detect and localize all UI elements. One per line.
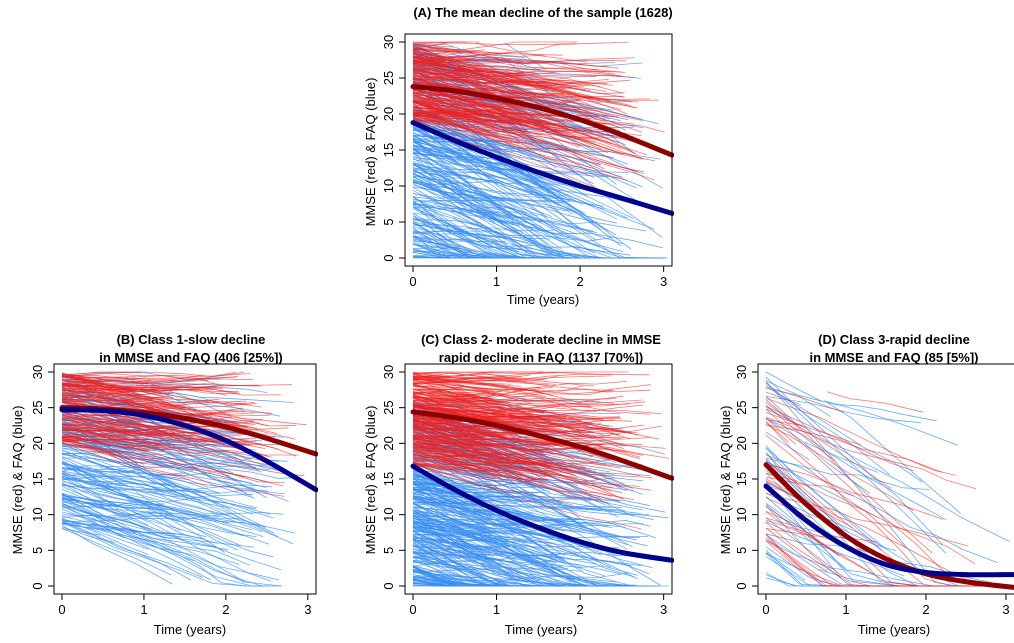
y-tick-label: 15 — [381, 143, 396, 157]
faq-trajectory-line — [62, 506, 282, 586]
panel-d-x-axis-label: Time (years) — [858, 622, 930, 637]
panel-a-title: (A) The mean decline of the sample (1628… — [413, 5, 672, 20]
y-tick-label: 25 — [734, 400, 749, 414]
y-tick-label: 15 — [381, 472, 396, 486]
y-tick-label: 15 — [734, 472, 749, 486]
x-tick-label: 0 — [409, 602, 416, 617]
y-tick-label: 0 — [30, 582, 45, 589]
x-tick-label: 2 — [576, 274, 583, 289]
y-tick-label: 20 — [381, 107, 396, 121]
y-tick-label: 30 — [30, 365, 45, 379]
y-tick-label: 5 — [734, 547, 749, 554]
y-tick-label: 25 — [381, 71, 396, 85]
panel-b-x-axis-label: Time (years) — [154, 622, 226, 637]
y-tick-label: 30 — [381, 35, 396, 49]
y-tick-label: 0 — [381, 254, 396, 261]
y-tick-label: 0 — [381, 582, 396, 589]
panel-d-trajectories — [766, 372, 1009, 586]
faq-trajectory-line — [766, 372, 822, 401]
y-tick-label: 10 — [734, 507, 749, 521]
panel-b-y-axis-label: MMSE (red) & FAQ (blue) — [10, 406, 25, 555]
panel-b-title-line-1: (B) Class 1-slow decline — [117, 332, 266, 347]
x-tick-label: 1 — [842, 602, 849, 617]
x-tick-label: 3 — [304, 602, 311, 617]
y-tick-label: 5 — [30, 547, 45, 554]
faq-trajectory-line — [766, 389, 937, 421]
panel-a-trajectories — [413, 42, 668, 258]
y-tick-label: 5 — [381, 218, 396, 225]
y-tick-label: 20 — [381, 436, 396, 450]
x-tick-label: 3 — [1002, 602, 1009, 617]
panel-b-title-line-2: in MMSE and FAQ (406 [25%]) — [99, 350, 282, 365]
faq-trajectory-line — [824, 401, 957, 445]
y-tick-label: 10 — [381, 179, 396, 193]
x-tick-label: 2 — [576, 602, 583, 617]
x-tick-label: 1 — [493, 602, 500, 617]
panel-b-trajectories — [62, 372, 307, 586]
panel-d-title-line-2: in MMSE and FAQ (85 [5%]) — [809, 350, 978, 365]
panel-c-title-line-1: (C) Class 2- moderate decline in MMSE — [421, 332, 661, 347]
mmse-trajectory-line — [766, 425, 942, 472]
x-tick-label: 2 — [922, 602, 929, 617]
x-tick-label: 0 — [762, 602, 769, 617]
y-tick-label: 15 — [30, 472, 45, 486]
y-tick-label: 25 — [30, 400, 45, 414]
panel-b: (B) Class 1-slow decline in MMSE and FAQ… — [10, 332, 316, 637]
panel-a: (A) The mean decline of the sample (1628… — [363, 5, 673, 307]
mmse-trajectory-line — [766, 398, 956, 475]
panel-d-y-axis-label: MMSE (red) & FAQ (blue) — [718, 406, 733, 555]
y-tick-label: 25 — [381, 400, 396, 414]
y-tick-label: 10 — [381, 507, 396, 521]
panel-c-y-axis-label: MMSE (red) & FAQ (blue) — [363, 406, 378, 555]
x-tick-label: 3 — [660, 274, 667, 289]
x-tick-label: 1 — [493, 274, 500, 289]
x-tick-label: 2 — [222, 602, 229, 617]
panel-c-x-axis-label: Time (years) — [505, 622, 577, 637]
panel-a-x-axis-label: Time (years) — [507, 292, 579, 307]
x-tick-label: 0 — [58, 602, 65, 617]
y-tick-label: 20 — [734, 436, 749, 450]
mmse-trajectory-line — [766, 412, 861, 445]
panel-c: (C) Class 2- moderate decline in MMSE ra… — [363, 332, 672, 637]
y-tick-label: 5 — [381, 547, 396, 554]
y-tick-label: 30 — [734, 365, 749, 379]
x-tick-label: 1 — [140, 602, 147, 617]
panel-c-title-line-2: rapid decline in FAQ (1137 [70%]) — [439, 350, 643, 365]
y-tick-label: 20 — [30, 436, 45, 450]
x-tick-label: 3 — [660, 602, 667, 617]
y-tick-label: 0 — [734, 582, 749, 589]
mmse-trajectory-line — [827, 392, 923, 412]
panel-d: (D) Class 3-rapid decline in MMSE and FA… — [718, 332, 1014, 637]
panel-a-y-axis-label: MMSE (red) & FAQ (blue) — [363, 78, 378, 227]
y-tick-label: 10 — [30, 507, 45, 521]
y-tick-label: 30 — [381, 365, 396, 379]
panel-d-title-line-1: (D) Class 3-rapid decline — [818, 332, 970, 347]
x-tick-label: 0 — [409, 274, 416, 289]
